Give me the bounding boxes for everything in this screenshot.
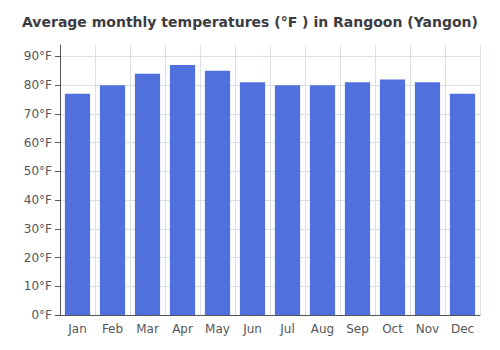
svg-text:70°F: 70°F [24, 107, 52, 121]
svg-text:Jun: Jun [242, 322, 262, 336]
svg-text:90°F: 90°F [24, 49, 52, 63]
svg-text:Jan: Jan [67, 322, 87, 336]
svg-text:Jul: Jul [279, 322, 294, 336]
svg-text:30°F: 30°F [24, 222, 52, 236]
svg-text:Aug: Aug [311, 322, 334, 336]
svg-text:0°F: 0°F [31, 308, 52, 322]
svg-text:Apr: Apr [172, 322, 193, 336]
svg-text:10°F: 10°F [24, 279, 52, 293]
svg-text:Average monthly temperatures (: Average monthly temperatures (°F ) in Ra… [22, 14, 478, 30]
svg-text:Oct: Oct [382, 322, 403, 336]
svg-text:May: May [205, 322, 230, 336]
svg-text:60°F: 60°F [24, 136, 52, 150]
svg-text:Dec: Dec [451, 322, 474, 336]
svg-text:Mar: Mar [136, 322, 159, 336]
svg-text:40°F: 40°F [24, 193, 52, 207]
svg-text:50°F: 50°F [24, 164, 52, 178]
svg-text:Sep: Sep [346, 322, 369, 336]
svg-text:Feb: Feb [102, 322, 123, 336]
svg-text:20°F: 20°F [24, 251, 52, 265]
svg-text:80°F: 80°F [24, 78, 52, 92]
svg-text:Nov: Nov [416, 322, 439, 336]
